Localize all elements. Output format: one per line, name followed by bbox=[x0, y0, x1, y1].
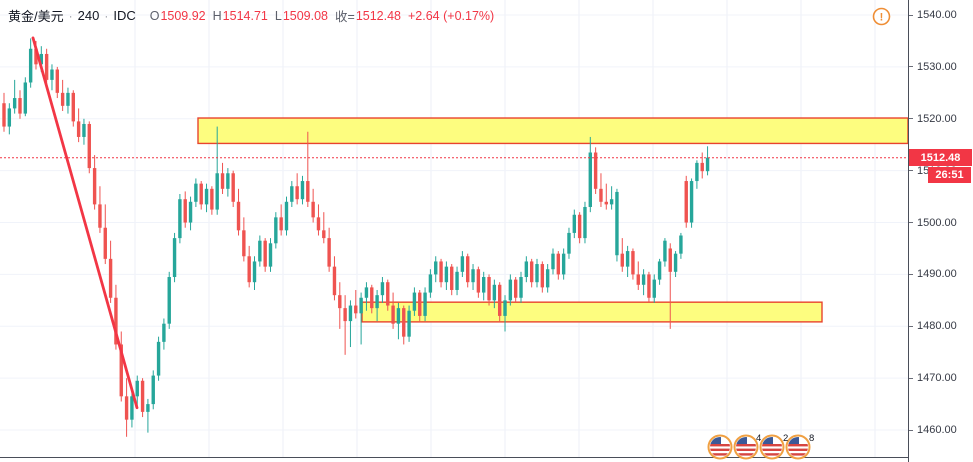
us-flag-event-icon[interactable] bbox=[785, 434, 811, 460]
event-count: 8 bbox=[809, 433, 814, 444]
high-label: H bbox=[212, 8, 222, 23]
price-tick-label: 1500.00 bbox=[909, 216, 957, 230]
price-tick-label: 1520.00 bbox=[909, 112, 957, 126]
us-flag-event-icon[interactable] bbox=[759, 434, 785, 460]
chart-legend[interactable]: 黄金/美元 · 240 · IDC O 1509.92 H 1514.71 L … bbox=[8, 6, 494, 25]
price-tick-label: 1480.00 bbox=[909, 319, 957, 333]
price-axis[interactable]: 1540.001530.001520.001510.001500.001490.… bbox=[908, 0, 973, 462]
price-chart[interactable] bbox=[0, 0, 908, 462]
separator-dot: · bbox=[68, 8, 73, 23]
change-value: +2.64 (+0.17%) bbox=[408, 8, 495, 23]
data-delayed-alert-icon[interactable]: ! bbox=[872, 7, 891, 26]
us-flag-event-icon[interactable] bbox=[733, 434, 759, 460]
low-value: 1509.08 bbox=[282, 8, 328, 23]
open-label: O bbox=[149, 8, 160, 23]
candles bbox=[2, 38, 710, 437]
symbol-name[interactable]: 黄金/美元 bbox=[8, 9, 64, 24]
bar-countdown-badge: 26:51 bbox=[928, 167, 971, 184]
price-tick-label: 1540.00 bbox=[909, 8, 957, 22]
price-tick-label: 1460.00 bbox=[909, 423, 957, 437]
exchange-label: IDC bbox=[113, 8, 136, 23]
resistance-zone-rectangle[interactable] bbox=[197, 117, 908, 145]
low-label: L bbox=[274, 8, 282, 23]
ohlc-readout: O 1509.92 H 1514.71 L 1509.08 收= 1512.48… bbox=[150, 6, 494, 25]
event-count: 4 bbox=[756, 433, 761, 444]
time-axis-border bbox=[0, 457, 973, 458]
close-label: 收= bbox=[335, 10, 355, 24]
separator-dot: · bbox=[104, 8, 109, 23]
price-tick-label: 1490.00 bbox=[909, 267, 957, 281]
event-count: 2 bbox=[783, 433, 788, 444]
last-price-badge: 1512.48 bbox=[909, 149, 972, 167]
close-value: 1512.48 bbox=[355, 8, 401, 23]
svg-text:!: ! bbox=[880, 12, 884, 24]
interval-label[interactable]: 240 bbox=[77, 8, 100, 23]
event-icons-row: 4 2 8 bbox=[707, 433, 814, 460]
support-zone-rectangle[interactable] bbox=[361, 301, 823, 323]
price-tick-label: 1530.00 bbox=[909, 60, 957, 74]
price-tick-label: 1470.00 bbox=[909, 371, 957, 385]
open-value: 1509.92 bbox=[160, 8, 206, 23]
trend-line[interactable] bbox=[31, 36, 139, 410]
high-value: 1514.71 bbox=[222, 8, 268, 23]
us-flag-event-icon[interactable] bbox=[707, 434, 733, 460]
